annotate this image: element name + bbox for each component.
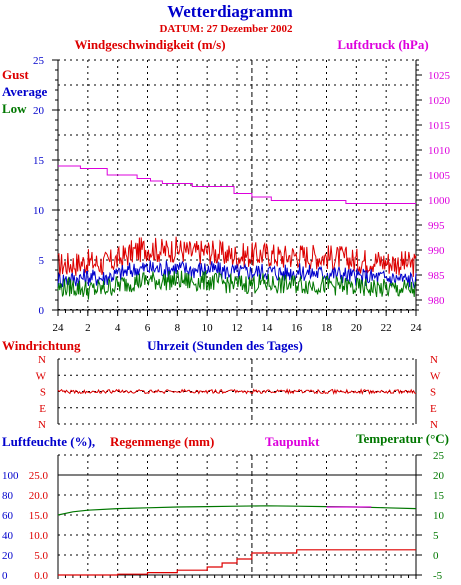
pressure-y-tick-label: 1025 xyxy=(428,70,451,82)
direction-left-tick-label: S xyxy=(40,387,46,399)
pressure-y-tick-label: 1015 xyxy=(428,120,451,132)
wind-direction-title: Windrichtung xyxy=(2,338,81,353)
wind-y-tick-label: 20 xyxy=(33,105,45,117)
humidity-y-tick-label: 80 xyxy=(2,490,14,502)
legend-low: Low xyxy=(2,101,27,116)
time-x-tick-label: 16 xyxy=(291,322,303,334)
direction-left-tick-label: N xyxy=(38,354,46,366)
time-x-tick-label: 24 xyxy=(411,322,423,334)
temperature-axis-title: Temperatur (°C) xyxy=(356,431,449,446)
series-line-regenmenge xyxy=(58,549,416,576)
temperature-y-tick-label: 0 xyxy=(433,550,439,562)
time-x-tick-label: 24 xyxy=(53,322,65,334)
humidity-rain-temp-panel: 0 20 40 60 80 100 0.0 5.0 10.0 15.0 20.0 25.0 -5 0 5 10… xyxy=(2,450,445,582)
wind-y-tick-label: 5 xyxy=(39,255,45,267)
rain-y-tick-label: 25.0 xyxy=(29,470,49,482)
humidity-y-tick-label: 60 xyxy=(2,510,14,522)
rain-y-tick-label: 10.0 xyxy=(29,530,49,542)
direction-right-tick-label: S xyxy=(430,387,436,399)
temperature-y-tick-label: 20 xyxy=(433,470,445,482)
wind-axis-title: Windgeschwindigkeit (m/s) xyxy=(74,37,225,52)
rain-y-tick-label: 20.0 xyxy=(29,490,49,502)
time-x-tick-label: 18 xyxy=(321,322,333,334)
temperature-y-tick-label: 5 xyxy=(433,530,439,542)
temperature-y-tick-label: 25 xyxy=(433,450,445,462)
pressure-y-tick-label: 1005 xyxy=(428,170,451,182)
dewpoint-axis-title: Taupunkt xyxy=(265,434,320,449)
series-line-luftdruck xyxy=(58,165,416,204)
time-x-tick-label: 8 xyxy=(175,322,181,334)
pressure-y-tick-label: 995 xyxy=(428,220,445,232)
time-x-tick-label: 2 xyxy=(85,322,91,334)
time-axis-title: Uhrzeit (Stunden des Tages) xyxy=(147,338,303,353)
chart-subtitle: DATUM: 27 Dezember 2002 xyxy=(159,23,293,35)
time-x-ticks: 24 2 4 6 8 10 12 14 16 18 20 22 24 xyxy=(53,310,423,334)
rain-axis-title: Regenmenge (mm) xyxy=(110,434,214,449)
temperature-y-tick-label: 15 xyxy=(433,490,445,502)
time-x-tick-label: 6 xyxy=(145,322,151,334)
chart-title: Wetterdiagramm xyxy=(167,2,293,21)
pressure-y-tick-label: 1010 xyxy=(428,145,451,157)
rain-y-tick-label: 0.0 xyxy=(34,570,48,582)
time-x-tick-label: 22 xyxy=(381,322,392,334)
rain-y-tick-label: 15.0 xyxy=(29,510,49,522)
direction-left-tick-label: E xyxy=(39,403,46,415)
wind-pressure-series xyxy=(57,165,417,300)
wind-y-tick-label: 25 xyxy=(33,55,45,67)
series-line-windrichtung xyxy=(57,388,417,396)
legend-average: Average xyxy=(2,84,47,99)
series-line-low xyxy=(57,270,417,300)
time-x-tick-label: 14 xyxy=(261,322,273,334)
pressure-y-tick-label: 1000 xyxy=(428,195,451,207)
wind-y-tick-label: 0 xyxy=(39,305,45,317)
temperature-y-tick-label: -5 xyxy=(433,570,443,582)
pressure-y-tick-label: 990 xyxy=(428,245,445,257)
wind-y-tick-label: 10 xyxy=(33,205,45,217)
temperature-y-tick-label: 10 xyxy=(433,510,445,522)
time-x-tick-label: 12 xyxy=(232,322,243,334)
time-x-tick-label: 10 xyxy=(202,322,214,334)
direction-left-tick-label: N xyxy=(38,419,46,431)
direction-right-tick-label: E xyxy=(430,403,437,415)
wind-y-ticks: 0 5 10 15 20 25 xyxy=(33,55,58,317)
humidity-y-tick-label: 100 xyxy=(2,470,19,482)
humidity-y-tick-label: 40 xyxy=(2,530,14,542)
humidity-y-tick-label: 20 xyxy=(2,550,14,562)
wind-panel-grid xyxy=(58,59,416,310)
humidity-axis-title: Luftfeuchte (%), xyxy=(2,434,95,449)
pressure-y-tick-label: 985 xyxy=(428,270,445,282)
direction-right-tick-label: N xyxy=(430,419,438,431)
wind-y-tick-label: 15 xyxy=(33,155,45,167)
direction-left-tick-label: W xyxy=(36,370,47,382)
direction-right-tick-label: N xyxy=(430,354,438,366)
humidity-y-tick-label: 0 xyxy=(2,570,8,582)
series-line-gust xyxy=(57,236,417,277)
time-x-tick-label: 4 xyxy=(115,322,121,334)
pressure-axis-title: Luftdruck (hPa) xyxy=(337,37,428,52)
legend-gust: Gust xyxy=(2,67,29,82)
direction-right-tick-label: W xyxy=(430,370,441,382)
pressure-y-ticks: 980 985 990 995 1000 1005 1010 1015 1020 1025 xyxy=(416,59,451,311)
time-x-tick-label: 20 xyxy=(351,322,363,334)
pressure-y-tick-label: 1020 xyxy=(428,95,451,107)
wind-direction-panel: N NW WS SE EN N xyxy=(36,354,441,431)
rain-y-tick-label: 5.0 xyxy=(34,550,48,562)
pressure-y-tick-label: 980 xyxy=(428,295,445,307)
